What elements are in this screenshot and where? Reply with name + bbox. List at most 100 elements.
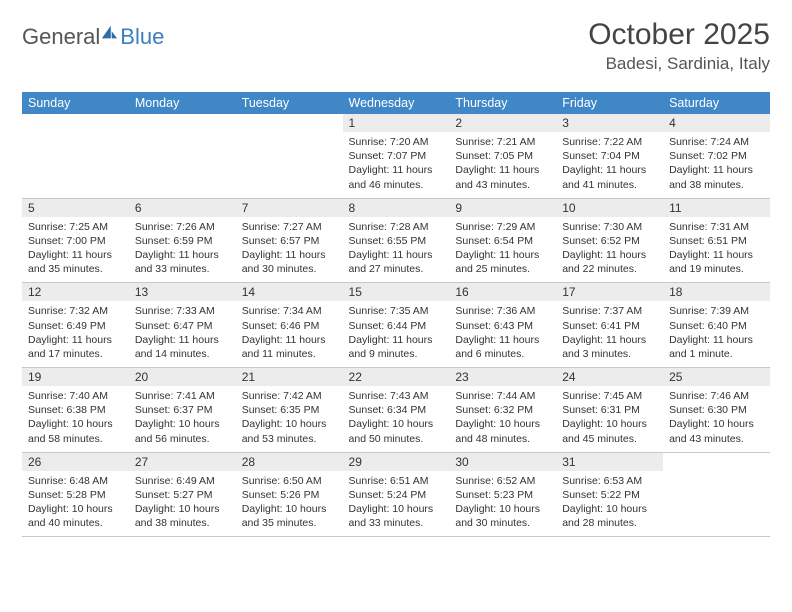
calendar-cell: 30Sunrise: 6:52 AMSunset: 5:23 PMDayligh… bbox=[449, 452, 556, 537]
day-details: Sunrise: 7:39 AMSunset: 6:40 PMDaylight:… bbox=[663, 301, 770, 367]
daylight-line: Daylight: 10 hours and 33 minutes. bbox=[349, 502, 444, 530]
sunrise-line: Sunrise: 7:24 AM bbox=[669, 135, 764, 149]
daylight-line: Daylight: 10 hours and 40 minutes. bbox=[28, 502, 123, 530]
day-details: Sunrise: 7:30 AMSunset: 6:52 PMDaylight:… bbox=[556, 217, 663, 283]
daylight-line: Daylight: 10 hours and 45 minutes. bbox=[562, 417, 657, 445]
day-number: 11 bbox=[663, 199, 770, 217]
sunset-line: Sunset: 7:04 PM bbox=[562, 149, 657, 163]
sunrise-line: Sunrise: 6:48 AM bbox=[28, 474, 123, 488]
calendar-cell bbox=[663, 452, 770, 537]
calendar-week: 1Sunrise: 7:20 AMSunset: 7:07 PMDaylight… bbox=[22, 114, 770, 198]
day-number bbox=[129, 114, 236, 132]
sunrise-line: Sunrise: 7:22 AM bbox=[562, 135, 657, 149]
day-details: Sunrise: 7:35 AMSunset: 6:44 PMDaylight:… bbox=[343, 301, 450, 367]
calendar-cell: 11Sunrise: 7:31 AMSunset: 6:51 PMDayligh… bbox=[663, 198, 770, 283]
calendar-cell: 19Sunrise: 7:40 AMSunset: 6:38 PMDayligh… bbox=[22, 368, 129, 453]
sunrise-line: Sunrise: 7:26 AM bbox=[135, 220, 230, 234]
daylight-line: Daylight: 10 hours and 58 minutes. bbox=[28, 417, 123, 445]
calendar-cell: 15Sunrise: 7:35 AMSunset: 6:44 PMDayligh… bbox=[343, 283, 450, 368]
day-details: Sunrise: 7:36 AMSunset: 6:43 PMDaylight:… bbox=[449, 301, 556, 367]
day-number: 9 bbox=[449, 199, 556, 217]
day-details: Sunrise: 7:22 AMSunset: 7:04 PMDaylight:… bbox=[556, 132, 663, 198]
daylight-line: Daylight: 11 hours and 1 minute. bbox=[669, 333, 764, 361]
day-details bbox=[22, 132, 129, 197]
sunrise-line: Sunrise: 7:37 AM bbox=[562, 304, 657, 318]
day-details: Sunrise: 7:26 AMSunset: 6:59 PMDaylight:… bbox=[129, 217, 236, 283]
calendar-cell bbox=[22, 114, 129, 198]
sunset-line: Sunset: 7:07 PM bbox=[349, 149, 444, 163]
daylight-line: Daylight: 10 hours and 28 minutes. bbox=[562, 502, 657, 530]
calendar-cell: 13Sunrise: 7:33 AMSunset: 6:47 PMDayligh… bbox=[129, 283, 236, 368]
calendar-cell: 1Sunrise: 7:20 AMSunset: 7:07 PMDaylight… bbox=[343, 114, 450, 198]
sunrise-line: Sunrise: 6:53 AM bbox=[562, 474, 657, 488]
calendar-cell: 4Sunrise: 7:24 AMSunset: 7:02 PMDaylight… bbox=[663, 114, 770, 198]
daylight-line: Daylight: 11 hours and 11 minutes. bbox=[242, 333, 337, 361]
sunrise-line: Sunrise: 6:50 AM bbox=[242, 474, 337, 488]
daylight-line: Daylight: 11 hours and 19 minutes. bbox=[669, 248, 764, 276]
day-number: 15 bbox=[343, 283, 450, 301]
daylight-line: Daylight: 11 hours and 46 minutes. bbox=[349, 163, 444, 191]
day-details: Sunrise: 6:50 AMSunset: 5:26 PMDaylight:… bbox=[236, 471, 343, 537]
day-details: Sunrise: 7:24 AMSunset: 7:02 PMDaylight:… bbox=[663, 132, 770, 198]
day-details: Sunrise: 6:53 AMSunset: 5:22 PMDaylight:… bbox=[556, 471, 663, 537]
day-number: 16 bbox=[449, 283, 556, 301]
sunrise-line: Sunrise: 6:52 AM bbox=[455, 474, 550, 488]
calendar-cell: 28Sunrise: 6:50 AMSunset: 5:26 PMDayligh… bbox=[236, 452, 343, 537]
sunset-line: Sunset: 5:28 PM bbox=[28, 488, 123, 502]
sunrise-line: Sunrise: 7:33 AM bbox=[135, 304, 230, 318]
sunrise-line: Sunrise: 7:31 AM bbox=[669, 220, 764, 234]
sunrise-line: Sunrise: 7:43 AM bbox=[349, 389, 444, 403]
day-number: 31 bbox=[556, 453, 663, 471]
day-number bbox=[22, 114, 129, 132]
day-details: Sunrise: 7:42 AMSunset: 6:35 PMDaylight:… bbox=[236, 386, 343, 452]
sunrise-line: Sunrise: 7:36 AM bbox=[455, 304, 550, 318]
day-number: 14 bbox=[236, 283, 343, 301]
daylight-line: Daylight: 11 hours and 9 minutes. bbox=[349, 333, 444, 361]
day-number: 28 bbox=[236, 453, 343, 471]
brand-part2: Blue bbox=[120, 24, 164, 50]
day-number: 1 bbox=[343, 114, 450, 132]
day-number: 2 bbox=[449, 114, 556, 132]
daylight-line: Daylight: 11 hours and 27 minutes. bbox=[349, 248, 444, 276]
calendar-week: 19Sunrise: 7:40 AMSunset: 6:38 PMDayligh… bbox=[22, 368, 770, 453]
sunrise-line: Sunrise: 7:29 AM bbox=[455, 220, 550, 234]
sunset-line: Sunset: 6:40 PM bbox=[669, 319, 764, 333]
sunset-line: Sunset: 6:47 PM bbox=[135, 319, 230, 333]
sunset-line: Sunset: 5:23 PM bbox=[455, 488, 550, 502]
sunrise-line: Sunrise: 7:32 AM bbox=[28, 304, 123, 318]
calendar-cell: 21Sunrise: 7:42 AMSunset: 6:35 PMDayligh… bbox=[236, 368, 343, 453]
calendar-cell: 10Sunrise: 7:30 AMSunset: 6:52 PMDayligh… bbox=[556, 198, 663, 283]
daylight-line: Daylight: 11 hours and 17 minutes. bbox=[28, 333, 123, 361]
sunset-line: Sunset: 7:00 PM bbox=[28, 234, 123, 248]
day-number bbox=[236, 114, 343, 132]
day-number: 29 bbox=[343, 453, 450, 471]
calendar-cell: 9Sunrise: 7:29 AMSunset: 6:54 PMDaylight… bbox=[449, 198, 556, 283]
daylight-line: Daylight: 11 hours and 25 minutes. bbox=[455, 248, 550, 276]
sunrise-line: Sunrise: 7:39 AM bbox=[669, 304, 764, 318]
day-number bbox=[663, 453, 770, 471]
sunset-line: Sunset: 6:57 PM bbox=[242, 234, 337, 248]
day-number: 8 bbox=[343, 199, 450, 217]
calendar-cell: 14Sunrise: 7:34 AMSunset: 6:46 PMDayligh… bbox=[236, 283, 343, 368]
calendar-week: 12Sunrise: 7:32 AMSunset: 6:49 PMDayligh… bbox=[22, 283, 770, 368]
day-details: Sunrise: 7:29 AMSunset: 6:54 PMDaylight:… bbox=[449, 217, 556, 283]
sunrise-line: Sunrise: 7:21 AM bbox=[455, 135, 550, 149]
day-number: 12 bbox=[22, 283, 129, 301]
day-details: Sunrise: 7:33 AMSunset: 6:47 PMDaylight:… bbox=[129, 301, 236, 367]
sunrise-line: Sunrise: 6:51 AM bbox=[349, 474, 444, 488]
day-details: Sunrise: 6:52 AMSunset: 5:23 PMDaylight:… bbox=[449, 471, 556, 537]
heading-block: October 2025 Badesi, Sardinia, Italy bbox=[588, 18, 770, 74]
day-number: 20 bbox=[129, 368, 236, 386]
calendar-week: 26Sunrise: 6:48 AMSunset: 5:28 PMDayligh… bbox=[22, 452, 770, 537]
sunset-line: Sunset: 7:05 PM bbox=[455, 149, 550, 163]
calendar-cell: 27Sunrise: 6:49 AMSunset: 5:27 PMDayligh… bbox=[129, 452, 236, 537]
daylight-line: Daylight: 11 hours and 30 minutes. bbox=[242, 248, 337, 276]
sunset-line: Sunset: 5:27 PM bbox=[135, 488, 230, 502]
day-details: Sunrise: 7:20 AMSunset: 7:07 PMDaylight:… bbox=[343, 132, 450, 198]
sunrise-line: Sunrise: 7:27 AM bbox=[242, 220, 337, 234]
day-number: 30 bbox=[449, 453, 556, 471]
sunset-line: Sunset: 6:55 PM bbox=[349, 234, 444, 248]
daylight-line: Daylight: 11 hours and 35 minutes. bbox=[28, 248, 123, 276]
day-details: Sunrise: 7:21 AMSunset: 7:05 PMDaylight:… bbox=[449, 132, 556, 198]
day-details: Sunrise: 7:44 AMSunset: 6:32 PMDaylight:… bbox=[449, 386, 556, 452]
